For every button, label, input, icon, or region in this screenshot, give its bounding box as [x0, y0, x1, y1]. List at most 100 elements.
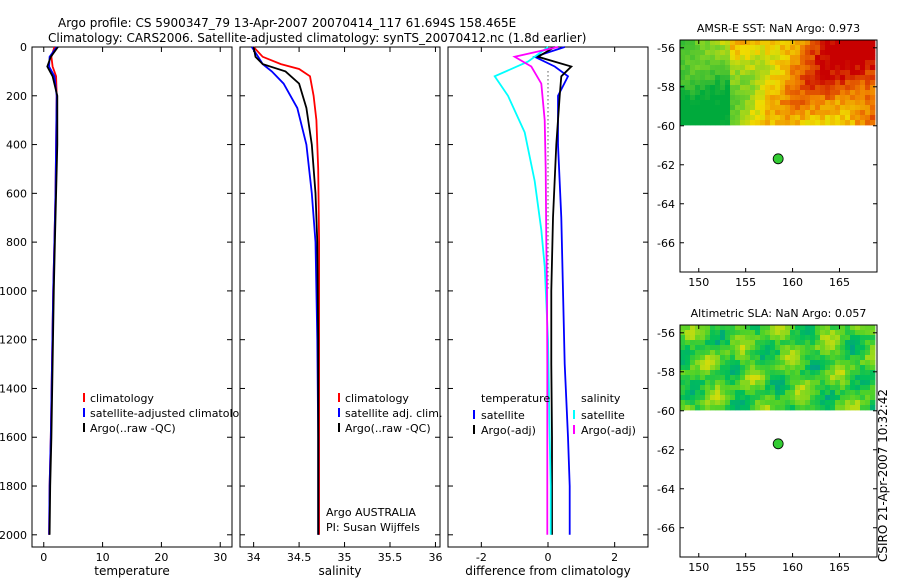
sst_map-cell [830, 45, 836, 51]
sla_map-cell [700, 395, 706, 401]
sla_map-cell [810, 390, 816, 396]
sst_map-cell [865, 55, 871, 61]
sla_map-cell [840, 380, 846, 386]
sst_map-cell [865, 65, 871, 71]
sst_map-cell [750, 60, 756, 66]
sst_map-cell [715, 70, 721, 76]
sla_map-cell [855, 360, 861, 366]
temperature-ytick-label: 2000 [0, 529, 27, 542]
sla_map-cell [735, 405, 741, 411]
sst_map-cell [725, 80, 731, 86]
sst_map-cell [835, 55, 841, 61]
sst_map-cell [695, 95, 701, 101]
sla_map-cell [685, 335, 691, 341]
sla_map-ytick-label: -56 [657, 327, 675, 340]
sla_map-cell [740, 395, 746, 401]
sst_map-cell [725, 85, 731, 91]
sst_map-cell [840, 65, 846, 71]
sst_map-cell [765, 70, 771, 76]
sla_map-cell [745, 390, 751, 396]
sla_map-cell [860, 395, 866, 401]
sla_map-cell [855, 375, 861, 381]
sst_map-cell [795, 70, 801, 76]
sst_map-cell [730, 110, 736, 116]
sst_map-cell [870, 45, 876, 51]
sst_map-cell [710, 90, 716, 96]
difference-series-line [535, 46, 574, 535]
sst_map-cell [745, 75, 751, 81]
sst_map-xtick-label: 155 [735, 276, 756, 289]
sst_map-cell [750, 105, 756, 111]
sst_map-cell [820, 95, 826, 101]
sst_map-cell [695, 65, 701, 71]
sst_map-cell [850, 105, 856, 111]
sla_map-cell [800, 380, 806, 386]
sst_map-cell [765, 80, 771, 86]
sst_map-cell [800, 100, 806, 106]
sla_map-cell [870, 345, 876, 351]
sst_map-cell [680, 50, 686, 56]
sst_map-cell [815, 70, 821, 76]
sla_map-cell [715, 345, 721, 351]
sst_map-cell [860, 45, 866, 51]
sla_map-cell [770, 375, 776, 381]
sla_map-cell [840, 325, 846, 331]
sla_map-cell [785, 395, 791, 401]
sst_map-cell [685, 40, 691, 46]
sla_map-cell [775, 365, 781, 371]
sla_map-cell [860, 375, 866, 381]
sla_map-panel: Altimetric SLA: NaN Argo: 0.057 150 155 160… [657, 307, 878, 574]
sst_map-cell [850, 55, 856, 61]
sla_map-cell [810, 405, 816, 411]
sst_map-cell [835, 105, 841, 111]
salinity-series-line [252, 46, 320, 535]
sla_map-cell [700, 355, 706, 361]
sst_map-cell [770, 45, 776, 51]
sst_map-cell [750, 65, 756, 71]
sst_map-cell [805, 100, 811, 106]
difference-xtick-label: -2 [476, 551, 487, 564]
difference-legend-entry: satellite [581, 409, 625, 422]
sla_map-cell [685, 360, 691, 366]
sla_map-cell [765, 360, 771, 366]
sst_map-cell [760, 50, 766, 56]
sla_map-cell [780, 365, 786, 371]
sla_map-cell [685, 355, 691, 361]
sst_map-cell [740, 40, 746, 46]
sst_map-cell [800, 95, 806, 101]
sst_map-cell [795, 120, 801, 126]
sst_map-cell [685, 100, 691, 106]
sla_map-cell [790, 385, 796, 391]
sst_map-cell [775, 60, 781, 66]
sla_map-cell [735, 360, 741, 366]
sla_map-cell [700, 385, 706, 391]
sla_map-cell [760, 385, 766, 391]
sst_map-cell [710, 65, 716, 71]
sla_map-cell [700, 375, 706, 381]
sst_map-cell [815, 85, 821, 91]
sst_map-cell [730, 90, 736, 96]
sst_map-cell [755, 85, 761, 91]
sst_map-cell [765, 65, 771, 71]
sst_map-cell [800, 85, 806, 91]
sst_map-cell [845, 115, 851, 121]
sst_map-cell [840, 40, 846, 46]
sst_map-cell [755, 120, 761, 126]
sla_map-cell [835, 385, 841, 391]
sla_map-cell [710, 325, 716, 331]
difference-xtick-label: 2 [611, 551, 618, 564]
sla_map-cell [750, 330, 756, 336]
sla_map-cell [830, 405, 836, 411]
sla_map-cell [765, 340, 771, 346]
sst_map-cell [735, 65, 741, 71]
sst_map-cell [815, 100, 821, 106]
sst_map-cell [720, 100, 726, 106]
sst_map-cell [820, 110, 826, 116]
sst_map-cell [790, 70, 796, 76]
temperature-ytick-label: 800 [6, 236, 27, 249]
sla_map-cell [850, 335, 856, 341]
sla_map-cell [860, 345, 866, 351]
sst_map-cell [855, 50, 861, 56]
sla_map-cell [725, 365, 731, 371]
sst_map-cell [705, 115, 711, 121]
